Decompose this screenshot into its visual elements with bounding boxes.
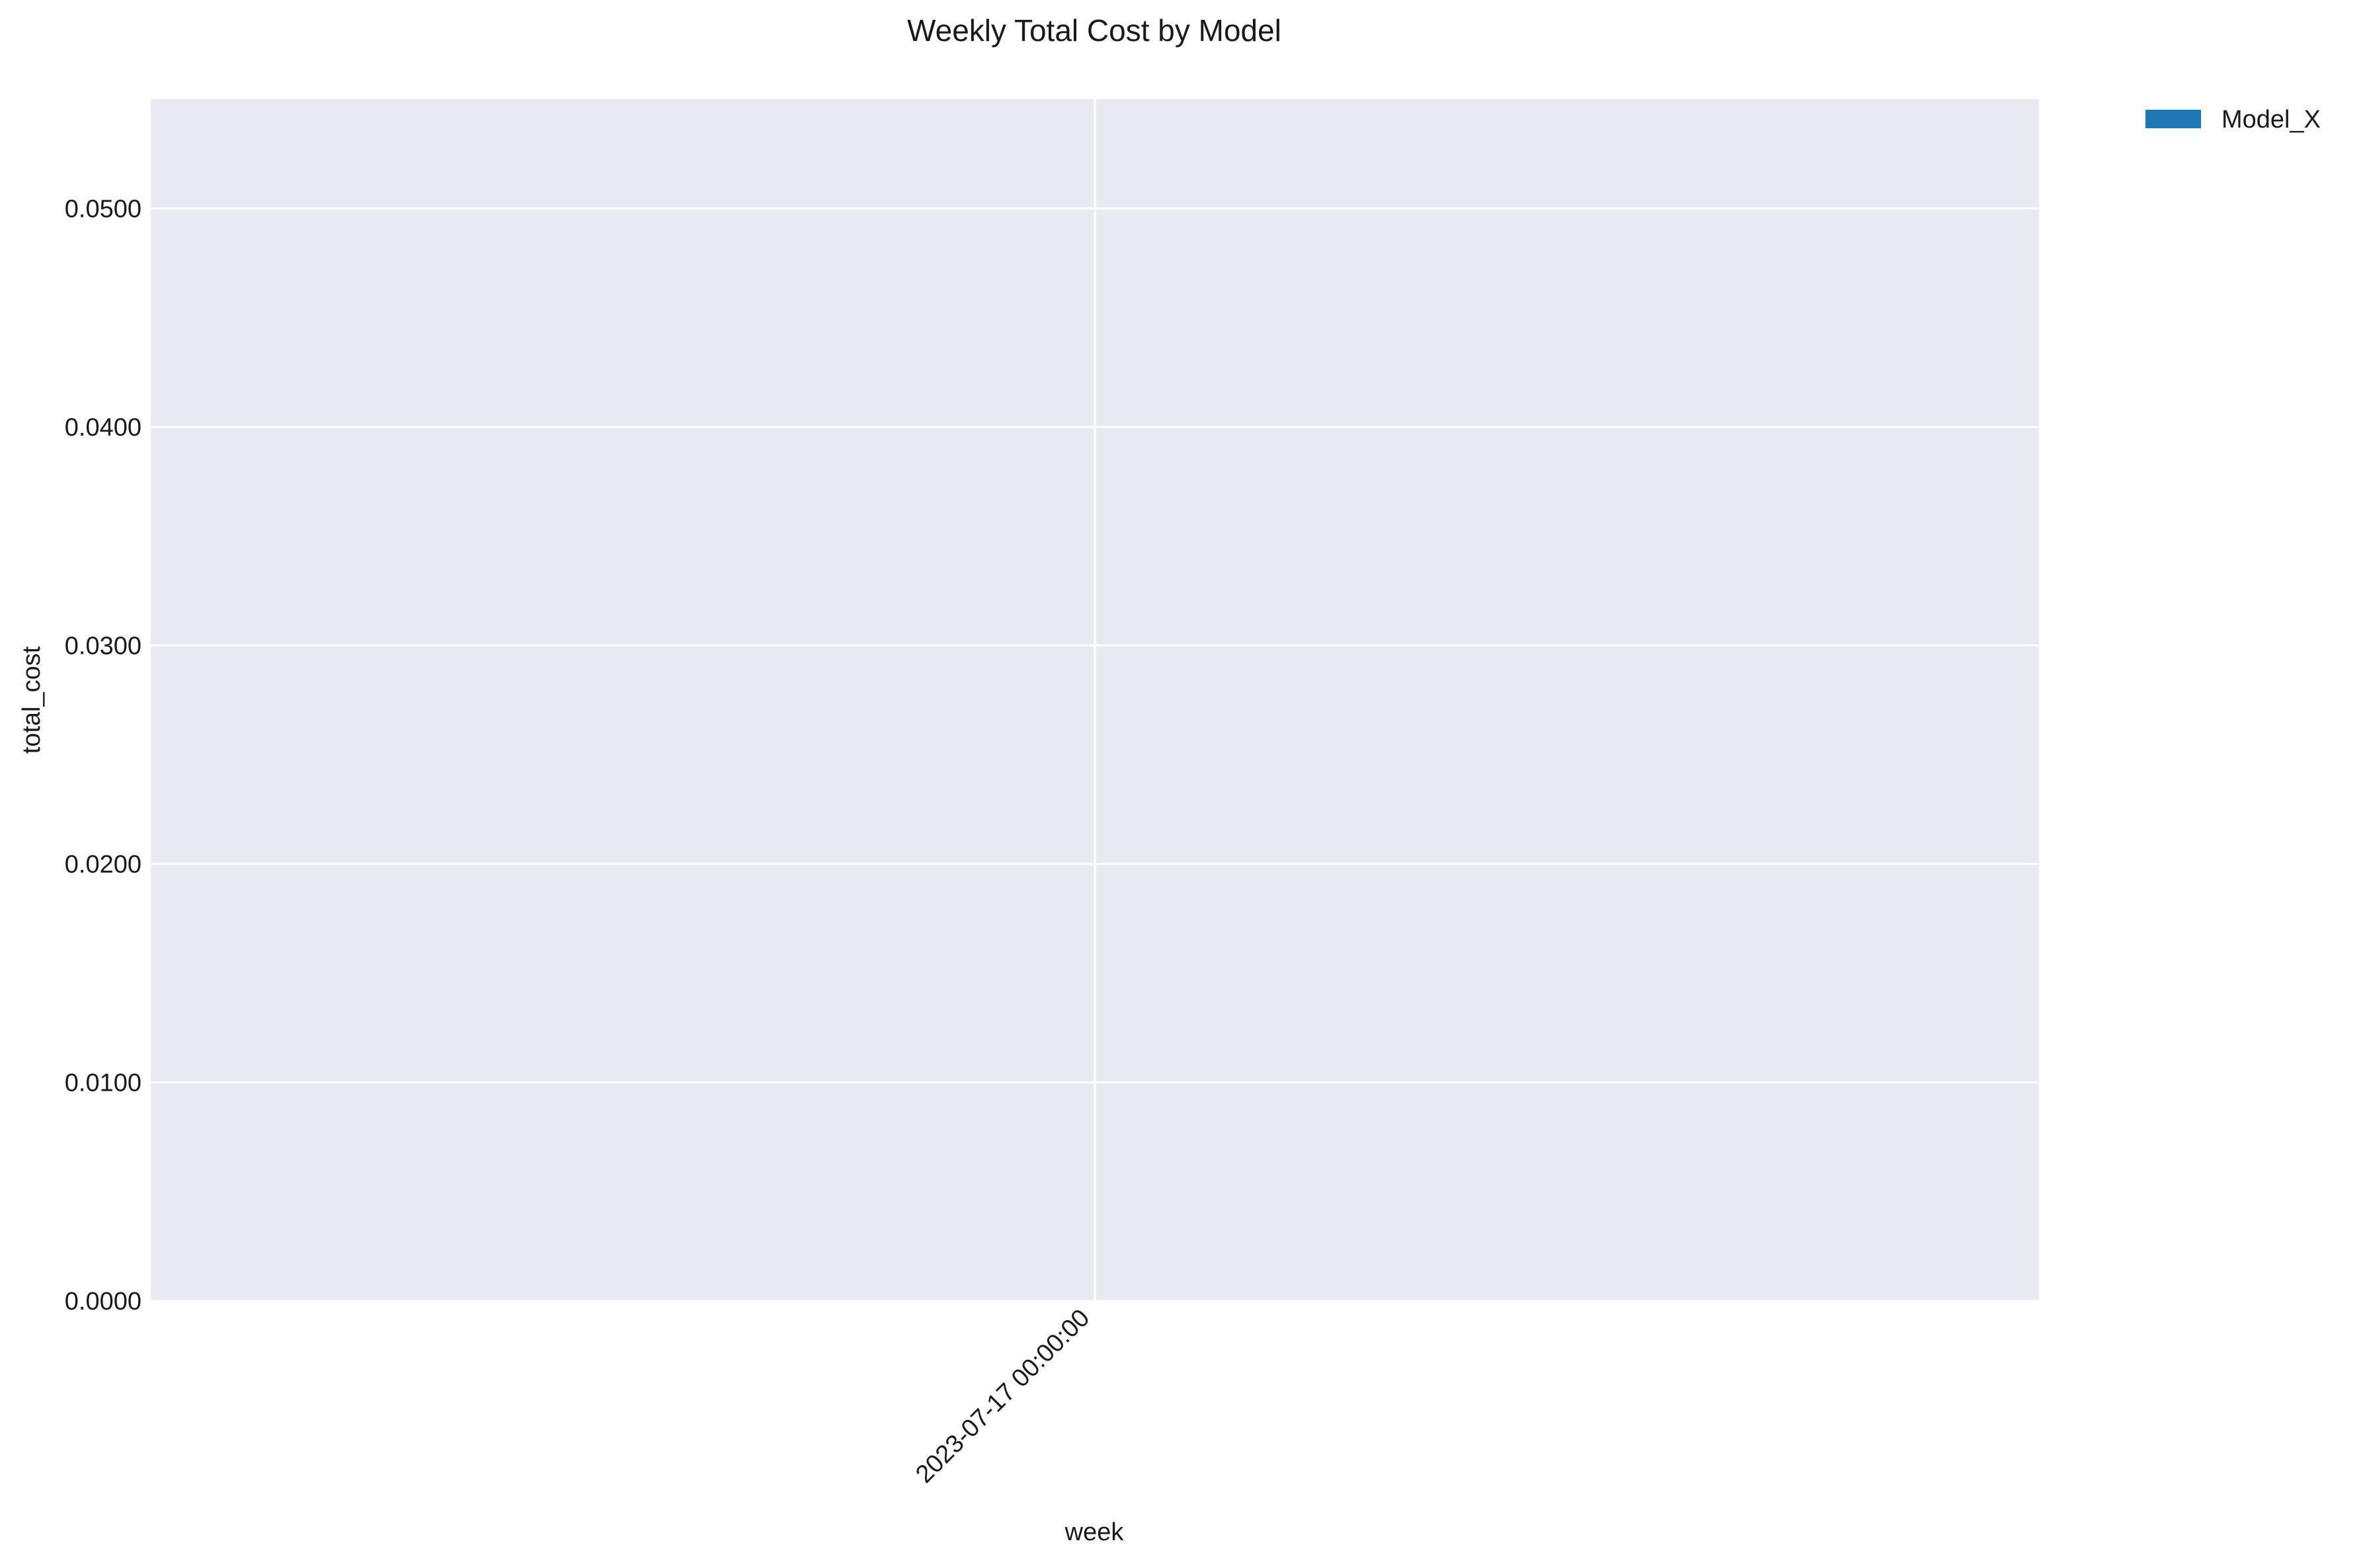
y-tick-label: 0.0100 [65, 1069, 141, 1097]
y-tick-label: 0.0400 [65, 414, 141, 442]
chart-title: Weekly Total Cost by Model [907, 13, 1281, 48]
y-tick-label: 0.0000 [65, 1288, 141, 1315]
y-axis-label: total_cost [18, 646, 46, 754]
legend-swatch [2145, 110, 2201, 128]
x-axis-label: week [1064, 1518, 1125, 1546]
legend-label: Model_X [2221, 106, 2321, 134]
y-tick-label: 0.0500 [65, 195, 141, 223]
y-axis-ticks: 0.0000 0.0100 0.0200 0.0300 0.0400 0.0500 [65, 195, 141, 1315]
grid-lines [151, 99, 2039, 1302]
y-tick-label: 0.0300 [65, 632, 141, 660]
y-tick-label: 0.0200 [65, 851, 141, 879]
x-axis-ticks: 2023-07-17 00:00:00 [910, 1304, 1095, 1489]
legend: Model_X [2145, 106, 2321, 134]
x-tick-label: 2023-07-17 00:00:00 [910, 1304, 1095, 1489]
